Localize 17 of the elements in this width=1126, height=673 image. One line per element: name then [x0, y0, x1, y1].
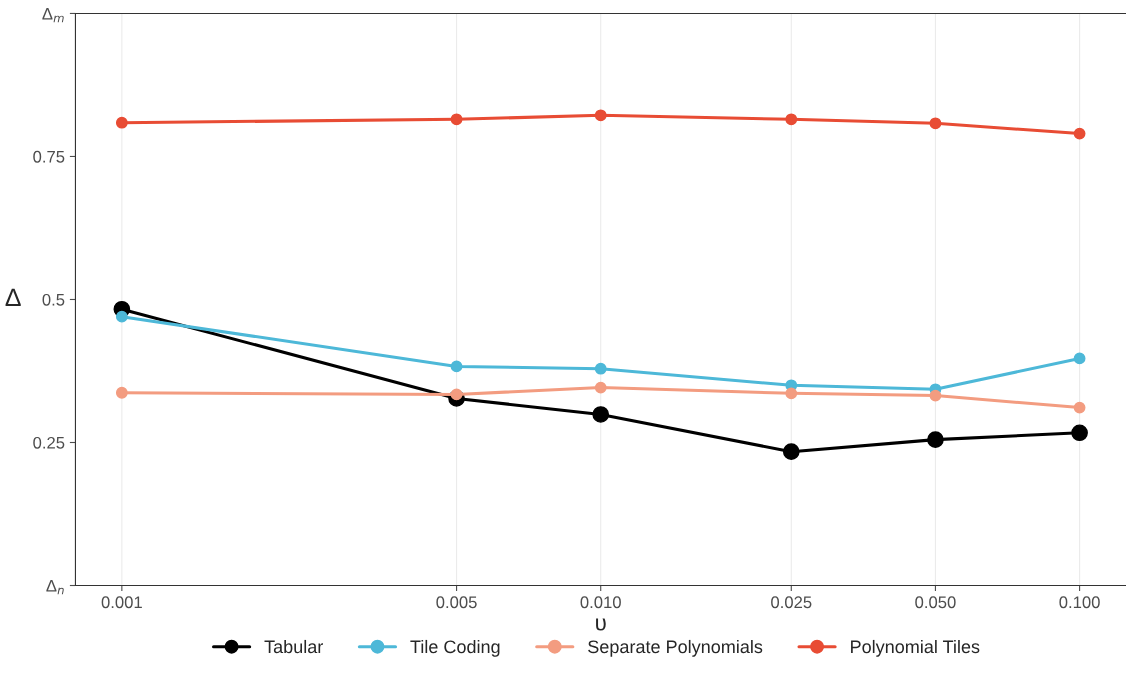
- legend-label: Separate Polynomials: [588, 639, 763, 657]
- legend-label: Polynomial Tiles: [851, 639, 980, 657]
- y-axis-title: Δ: [5, 288, 21, 306]
- y-tick-label: Δ$_{n}$: [46, 580, 64, 595]
- legend-label: Tile Coding: [410, 639, 500, 657]
- y-tick-label: 0.75: [33, 150, 65, 163]
- legend-label: Tabular: [264, 639, 323, 654]
- x-tick-label: 0.005: [436, 596, 477, 609]
- y-tick-label: 0.5: [42, 293, 65, 306]
- x-tick-label: 0.010: [580, 596, 621, 609]
- y-tick-label: Δ$_{m}$: [42, 8, 64, 23]
- y-tick-label: 0.25: [33, 436, 65, 449]
- x-tick-label: 0.050: [915, 596, 956, 609]
- x-axis-title: υ: [596, 618, 606, 631]
- x-tick-label: 0.025: [771, 596, 812, 609]
- x-tick-label: 0.001: [101, 596, 142, 609]
- x-tick-label: 0.100: [1059, 596, 1100, 609]
